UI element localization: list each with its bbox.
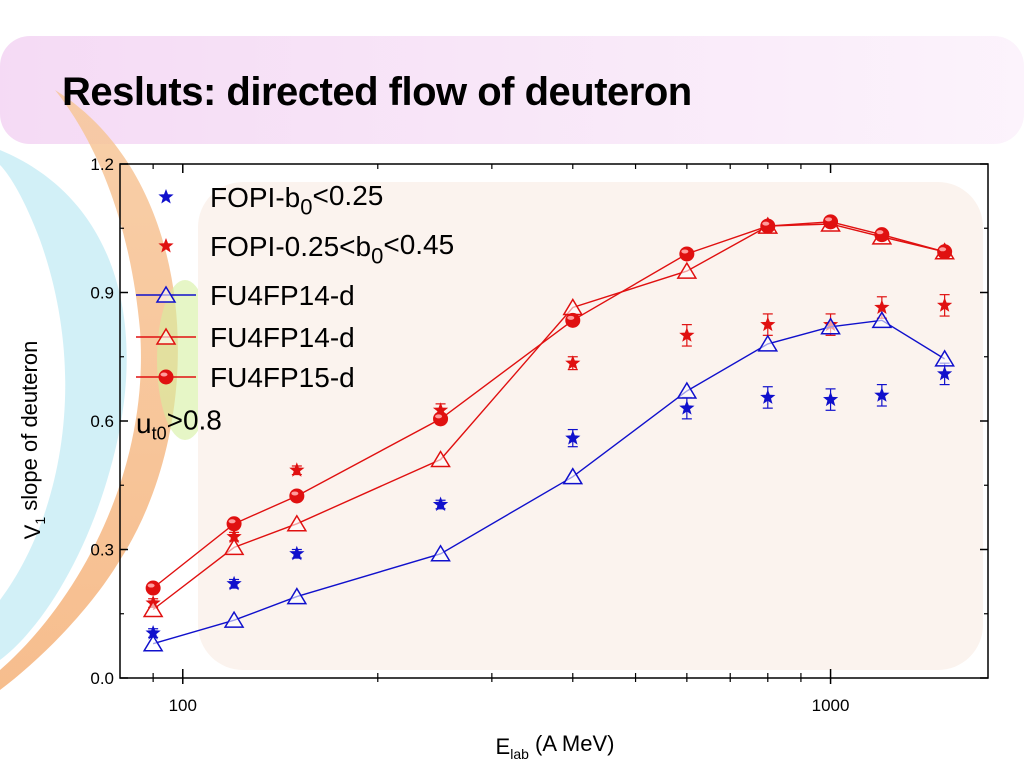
data-point — [562, 298, 584, 316]
y-tick-label: 0.3 — [90, 541, 114, 560]
data-point-highlight — [567, 315, 575, 320]
data-point — [874, 387, 890, 402]
data-point — [760, 389, 776, 404]
data-point — [223, 610, 245, 628]
data-point — [223, 537, 245, 556]
data-point — [679, 246, 695, 262]
series-line — [152, 319, 945, 645]
y-tick-label: 0.6 — [90, 412, 114, 431]
data-point-highlight — [147, 583, 155, 588]
annotation-text: ut0>0.8 — [136, 405, 222, 444]
legend-label: FU4FP14-d — [210, 322, 355, 353]
series-line — [152, 221, 945, 589]
data-point — [934, 349, 955, 367]
x-axis-label: Elab (A MeV) — [496, 731, 615, 762]
legend-label: FU4FP15-d — [210, 362, 355, 393]
legend-label: FU4FP14-d — [210, 280, 355, 311]
slide-title: Resluts: directed flow of deuteron — [62, 70, 692, 114]
data-point — [289, 545, 305, 561]
data-point — [289, 462, 305, 477]
data-point — [142, 634, 164, 652]
data-point — [757, 334, 779, 352]
data-point — [679, 400, 695, 415]
data-point-highlight — [876, 230, 884, 235]
data-point — [874, 299, 890, 314]
legend-marker — [158, 238, 174, 253]
data-point — [937, 365, 953, 381]
data-point — [871, 310, 893, 329]
data-point — [289, 488, 305, 504]
data-point — [432, 402, 449, 417]
data-point — [760, 218, 776, 234]
data-point-highlight — [762, 221, 770, 226]
data-point-highlight — [228, 519, 236, 524]
series-line — [152, 223, 945, 611]
data-point — [679, 327, 695, 342]
data-point — [760, 316, 776, 332]
decorative-arc-orange — [0, 90, 178, 690]
x-tick-label: 100 — [169, 696, 197, 715]
y-tick-label: 0.9 — [90, 284, 114, 303]
data-point — [286, 587, 308, 605]
plot-panel — [198, 182, 983, 670]
y-tick-label: 0.0 — [90, 669, 114, 688]
data-point — [565, 430, 581, 445]
data-point — [286, 514, 308, 532]
data-point-highlight — [681, 249, 689, 254]
data-point-highlight — [435, 414, 443, 419]
legend-label: FOPI-0.25<b0<0.45 — [210, 229, 454, 269]
data-point — [145, 625, 161, 640]
data-point — [823, 391, 839, 407]
data-point — [937, 297, 953, 312]
legend-marker — [158, 189, 174, 204]
data-point — [145, 580, 161, 596]
data-point — [432, 496, 449, 511]
y-tick-label: 1.2 — [90, 155, 114, 174]
legend-marker-highlight — [160, 372, 168, 377]
data-point — [430, 450, 451, 468]
data-point — [226, 528, 242, 544]
data-point — [226, 516, 242, 532]
data-point — [142, 600, 164, 618]
data-point — [676, 381, 698, 399]
legend-marker — [158, 369, 174, 385]
title-band — [0, 36, 1024, 144]
data-point — [565, 355, 581, 370]
data-point — [433, 411, 449, 427]
data-point — [937, 244, 953, 260]
decorative-arc-cyan — [0, 150, 127, 660]
data-point — [226, 575, 242, 591]
data-point-highlight — [291, 491, 299, 496]
legend-marker — [155, 327, 177, 345]
y-axis-label: V1 slope of deuteron — [17, 341, 48, 540]
data-point — [676, 261, 698, 279]
data-point-highlight — [825, 217, 833, 222]
data-point — [562, 467, 584, 485]
legend-label: FOPI-b0<0.25 — [210, 180, 383, 220]
data-point — [874, 227, 890, 243]
data-point-highlight — [939, 247, 947, 252]
data-point — [823, 214, 839, 230]
legend-marker — [155, 285, 177, 303]
data-point — [820, 317, 841, 335]
x-tick-label: 1000 — [812, 696, 850, 715]
data-point — [565, 312, 581, 328]
data-point — [430, 544, 451, 562]
